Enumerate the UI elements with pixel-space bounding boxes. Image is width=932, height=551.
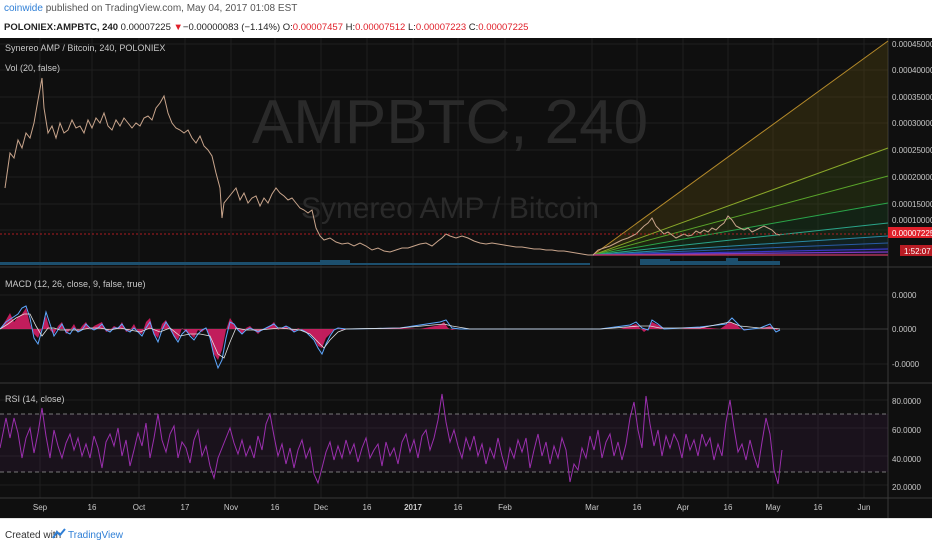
author-link[interactable]: coinwide xyxy=(4,3,43,14)
countdown-tag xyxy=(900,245,932,256)
price-axis[interactable]: 0.00045000 0.00040000 0.00035000 0.00030… xyxy=(892,40,932,225)
time-tick: May xyxy=(765,503,780,512)
rsi-band xyxy=(0,414,888,472)
watermark-name: Synereo AMP / Bitcoin xyxy=(301,192,599,225)
chart-area[interactable]: AMPBTC, 240 Synereo AMP / Bitcoin xyxy=(0,38,932,518)
volume-label: Vol (20, false) xyxy=(5,63,60,73)
time-tick: 16 xyxy=(88,503,97,512)
rsi-tick: 20.0000 xyxy=(892,483,921,492)
high-label: H: xyxy=(345,22,356,33)
price-series xyxy=(4,77,781,256)
quote-line: POLONIEX:AMPBTC, 240 0.00007225 ▼−0.0000… xyxy=(4,22,528,33)
high-value: 0.00007512 xyxy=(355,22,406,33)
time-tick: Feb xyxy=(498,503,512,512)
price-tick: 0.00015000 xyxy=(892,200,932,209)
time-tick: 16 xyxy=(633,503,642,512)
price-tick: 0.00035000 xyxy=(892,93,932,102)
low-value: 0.00007223 xyxy=(415,22,467,33)
last-price: 0.00007225 xyxy=(120,22,171,33)
countdown-tag-text: 1:52:07 xyxy=(904,247,931,256)
watermark-symbol: AMPBTC, 240 xyxy=(252,88,648,157)
chart-canvas[interactable]: AMPBTC, 240 Synereo AMP / Bitcoin xyxy=(0,38,932,518)
time-tick: Apr xyxy=(677,503,690,512)
footer: Created with TradingView xyxy=(0,518,932,551)
time-axis[interactable]: Sep 16 Oct 17 Nov 16 Dec 16 2017 16 Feb … xyxy=(33,503,871,512)
down-arrow-icon: ▼ xyxy=(173,22,183,33)
price-tick: 0.00010000 xyxy=(892,216,932,225)
close-value: 0.00007225 xyxy=(478,22,529,33)
rsi-tick: 80.0000 xyxy=(892,397,921,406)
open-value: 0.00007457 xyxy=(292,22,343,33)
last-price-tag-text: 0.00007225 xyxy=(892,229,932,238)
price-tick: 0.00030000 xyxy=(892,119,932,128)
time-tick: 16 xyxy=(363,503,372,512)
published-text: published on TradingView.com, May 04, 20… xyxy=(45,3,298,14)
rsi-tick: 40.0000 xyxy=(892,455,921,464)
rsi-tick: 60.0000 xyxy=(892,426,921,435)
tradingview-logo-icon[interactable] xyxy=(52,528,66,540)
macd-histogram xyxy=(0,308,780,360)
main-pane-title: Synereo AMP / Bitcoin, 240, POLONIEX xyxy=(5,43,165,53)
change-value: −0.00000083 (−1.14%) xyxy=(182,22,281,33)
price-tick: 0.00045000 xyxy=(892,40,932,49)
time-tick: Jun xyxy=(858,503,871,512)
time-tick: 16 xyxy=(724,503,733,512)
publish-header: coinwide published on TradingView.com, M… xyxy=(0,0,932,38)
macd-tick: 0.0000 xyxy=(892,325,917,334)
tradingview-brand-link[interactable]: TradingView xyxy=(68,530,124,541)
last-price-tag xyxy=(888,227,932,238)
time-tick: Mar xyxy=(585,503,599,512)
rsi-line xyxy=(0,393,783,485)
gann-fan-drawing[interactable] xyxy=(592,40,889,256)
time-tick: Dec xyxy=(314,503,328,512)
time-tick: 16 xyxy=(454,503,463,512)
low-label: L: xyxy=(407,22,416,33)
price-tick: 0.00020000 xyxy=(892,173,932,182)
signal-line xyxy=(0,313,781,359)
time-tick: 16 xyxy=(271,503,280,512)
time-tick: Oct xyxy=(133,503,146,512)
close-label: C: xyxy=(468,22,479,33)
open-label: O: xyxy=(282,22,293,33)
price-tick: 0.00040000 xyxy=(892,66,932,75)
created-with-text: Created with xyxy=(5,530,62,541)
time-tick: Nov xyxy=(224,503,238,512)
symbol-label: POLONIEX:AMPBTC, 240 xyxy=(4,22,119,33)
rsi-axis[interactable]: 80.0000 60.0000 40.0000 20.0000 xyxy=(892,397,921,492)
time-tick: Sep xyxy=(33,503,48,512)
time-tick: 2017 xyxy=(404,503,422,512)
macd-label: MACD (12, 26, close, 9, false, true) xyxy=(5,279,146,289)
volume-bars xyxy=(0,258,780,265)
published-line: coinwide published on TradingView.com, M… xyxy=(4,3,297,14)
macd-axis[interactable]: 0.0000 0.0000 -0.0000 xyxy=(892,291,920,369)
macd-tick: 0.0000 xyxy=(892,291,917,300)
price-tick: 0.00025000 xyxy=(892,146,932,155)
macd-tick: -0.0000 xyxy=(892,360,920,369)
rsi-label: RSI (14, close) xyxy=(5,394,65,404)
time-tick: 17 xyxy=(181,503,190,512)
time-tick: 16 xyxy=(814,503,823,512)
